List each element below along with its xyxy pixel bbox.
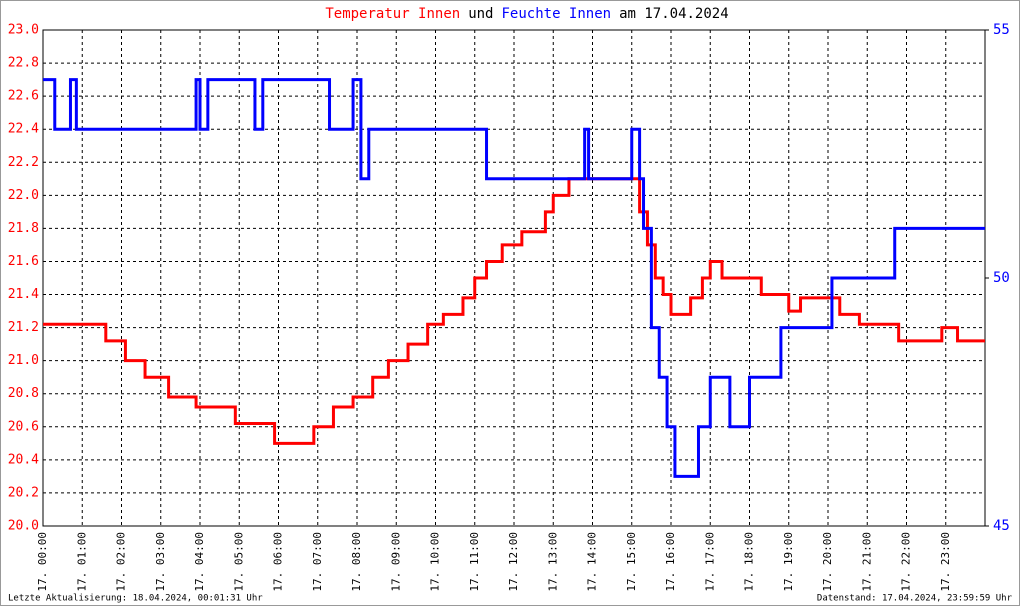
x-tick-label: 17. 17:00 xyxy=(703,532,716,592)
x-tick-label: 17. 01:00 xyxy=(75,532,88,592)
x-tick-label: 17. 07:00 xyxy=(311,532,324,592)
x-tick-label: 17. 19:00 xyxy=(782,532,795,592)
title-part: Temperatur Innen xyxy=(325,6,460,22)
y-tick-label: 23.0 xyxy=(8,23,39,38)
x-tick-label: 17. 11:00 xyxy=(468,532,481,592)
plot-border xyxy=(42,29,986,527)
y-tick-label: 21.0 xyxy=(8,353,39,368)
y-tick-label: 21.4 xyxy=(8,287,39,302)
y2-tick-label: 50 xyxy=(993,270,1010,286)
y-tick-label: 22.6 xyxy=(8,89,39,104)
x-tick-label: 17. 05:00 xyxy=(232,532,245,592)
title-part: am 17.04.2024 xyxy=(619,6,729,22)
x-tick-label: 17. 06:00 xyxy=(272,532,285,592)
x-tick-label: 17. 02:00 xyxy=(115,532,128,592)
x-tick-label: 17. 21:00 xyxy=(860,532,873,592)
x-tick-label: 17. 20:00 xyxy=(821,532,834,592)
x-tick-label: 17. 03:00 xyxy=(154,532,167,592)
chart-title: Temperatur Innen und Feuchte Innen am 17.04… xyxy=(325,6,728,22)
x-tick-label: 17. 22:00 xyxy=(900,532,913,592)
y-tick-label: 22.0 xyxy=(8,188,39,203)
y-tick-label: 20.0 xyxy=(8,519,39,534)
footer-right: Datenstand: 17.04.2024, 23:59:59 Uhr xyxy=(817,594,1013,604)
y-tick-label: 21.2 xyxy=(8,320,39,335)
y-tick-label: 22.8 xyxy=(8,56,39,71)
x-tick-label: 17. 08:00 xyxy=(350,532,363,592)
x-tick-label: 17. 16:00 xyxy=(664,532,677,592)
y-tick-label: 20.4 xyxy=(8,452,39,467)
y-tick-label: 21.8 xyxy=(8,221,39,236)
x-tick-label: 17. 04:00 xyxy=(193,532,206,592)
y-tick-label: 22.4 xyxy=(8,122,39,137)
x-tick-label: 17. 10:00 xyxy=(429,532,442,592)
x-tick-label: 17. 00:00 xyxy=(36,532,49,592)
y-tick-label: 20.6 xyxy=(8,419,39,434)
series-line xyxy=(43,78,985,478)
title-part: und xyxy=(468,6,493,22)
y-tick-label: 22.2 xyxy=(8,155,39,170)
x-tick-label: 17. 23:00 xyxy=(939,532,952,592)
x-tick-label: 17. 13:00 xyxy=(546,532,559,592)
title-part: Feuchte Innen xyxy=(502,6,612,22)
x-tick-label: 17. 12:00 xyxy=(507,532,520,592)
footer-left: Letzte Aktualisierung: 18.04.2024, 00:01… xyxy=(8,594,263,604)
x-tick-label: 17. 15:00 xyxy=(625,532,638,592)
x-tick-label: 17. 18:00 xyxy=(743,532,756,592)
y-tick-label: 21.6 xyxy=(8,254,39,269)
y-tick-label: 20.8 xyxy=(8,386,39,401)
x-tick-label: 17. 14:00 xyxy=(586,532,599,592)
y2-tick-label: 45 xyxy=(993,518,1010,534)
x-tick-label: 17. 09:00 xyxy=(389,532,402,592)
y2-tick-label: 55 xyxy=(993,22,1010,38)
series-line xyxy=(43,177,985,445)
y-tick-label: 20.2 xyxy=(8,485,39,500)
